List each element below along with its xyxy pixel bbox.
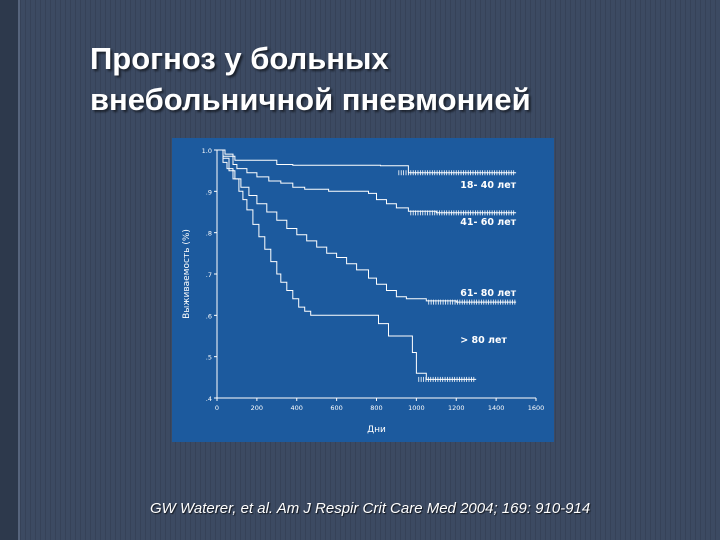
slide-title-line-2: внебольничной пневмонией (90, 82, 531, 117)
y-tick-label: .9 (206, 188, 212, 196)
survival-chart-svg: .4 .5 .6 .7 .8 .9 1.0 0 200 400 600 800 1000 1200 1400… (182, 147, 545, 435)
x-axis-title: Дни (367, 425, 386, 435)
series-label-1: 18- 40 лет (460, 180, 516, 191)
y-tick-label: .6 (206, 312, 212, 320)
x-tick-label: 200 (251, 404, 263, 412)
y-tick-label: .8 (206, 230, 212, 238)
slide-left-frame (0, 0, 20, 540)
x-tick-label: 400 (291, 404, 303, 412)
survival-curve-2 (217, 149, 517, 214)
x-tick-label: 1000 (408, 404, 425, 412)
x-tick-label: 1400 (488, 404, 505, 412)
x-tick-label: 800 (370, 404, 382, 412)
survival-curve-1 (217, 149, 517, 174)
survival-curve-4 (217, 149, 477, 380)
y-tick-label: .4 (206, 395, 212, 403)
slide-title-line-1: Прогноз у больных (90, 41, 389, 76)
series-label-3: 61- 80 лет (460, 288, 516, 299)
survival-curve-3 (217, 149, 517, 303)
y-tick-label: 1.0 (202, 147, 212, 155)
x-tick-label: 0 (215, 404, 219, 412)
series-label-2: 41- 60 лет (460, 217, 516, 228)
x-tick-label: 600 (330, 404, 342, 412)
x-tick-label: 1200 (448, 404, 465, 412)
slide-title: Прогноз у больных внебольничной пневмони… (90, 38, 531, 120)
y-axis-title: Выживаемость (%) (182, 229, 192, 319)
x-tick-label: 1600 (528, 404, 545, 412)
y-tick-label: .7 (206, 271, 212, 279)
citation: GW Waterer, et al. Am J Respir Crit Care… (150, 500, 591, 517)
y-tick-label: .5 (206, 354, 212, 362)
series-label-4: > 80 лет (460, 335, 507, 346)
survival-chart: .4 .5 .6 .7 .8 .9 1.0 0 200 400 600 800 1000 1200 1400… (172, 138, 554, 442)
